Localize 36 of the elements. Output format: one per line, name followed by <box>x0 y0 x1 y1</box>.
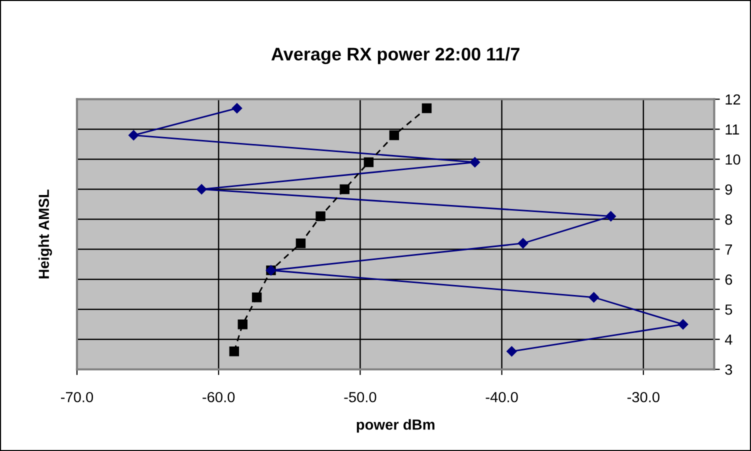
x-axis-title: power dBm <box>356 419 434 433</box>
point <box>506 346 517 356</box>
point <box>128 130 139 140</box>
y-tick-label: 3 <box>725 364 732 375</box>
point <box>678 319 688 330</box>
point <box>340 184 350 194</box>
y-tick-label: 10 <box>726 154 740 165</box>
y-tick-label: 8 <box>725 214 732 225</box>
x-tick-label: -70.0 <box>61 392 94 402</box>
y-tick-label: 9 <box>725 184 732 195</box>
point <box>470 157 480 168</box>
point <box>588 292 599 302</box>
point <box>364 157 374 168</box>
x-tick-label: -60.0 <box>202 392 235 402</box>
point <box>389 130 400 140</box>
point <box>606 211 616 222</box>
y-tick-label: 12 <box>726 94 740 105</box>
point <box>229 346 240 356</box>
y-tick-label: 6 <box>725 274 732 285</box>
point <box>296 238 306 248</box>
y-tick-label: 5 <box>725 304 732 315</box>
point <box>196 184 207 194</box>
point <box>316 211 326 222</box>
y-tick-label: 7 <box>725 244 732 255</box>
point <box>252 292 262 302</box>
y-tick-label: 11 <box>726 124 740 135</box>
y-axis-title: Height AMSL <box>38 190 52 278</box>
point <box>518 238 528 248</box>
chart-title: Average RX power 22:00 11/7 <box>271 47 520 64</box>
x-tick-label: -50.0 <box>344 392 376 402</box>
x-tick-label: -40.0 <box>486 392 518 402</box>
x-tick-label: -30.0 <box>627 392 660 402</box>
point <box>422 103 432 114</box>
point <box>238 319 248 330</box>
point <box>232 103 242 114</box>
y-tick-label: 4 <box>724 334 732 345</box>
